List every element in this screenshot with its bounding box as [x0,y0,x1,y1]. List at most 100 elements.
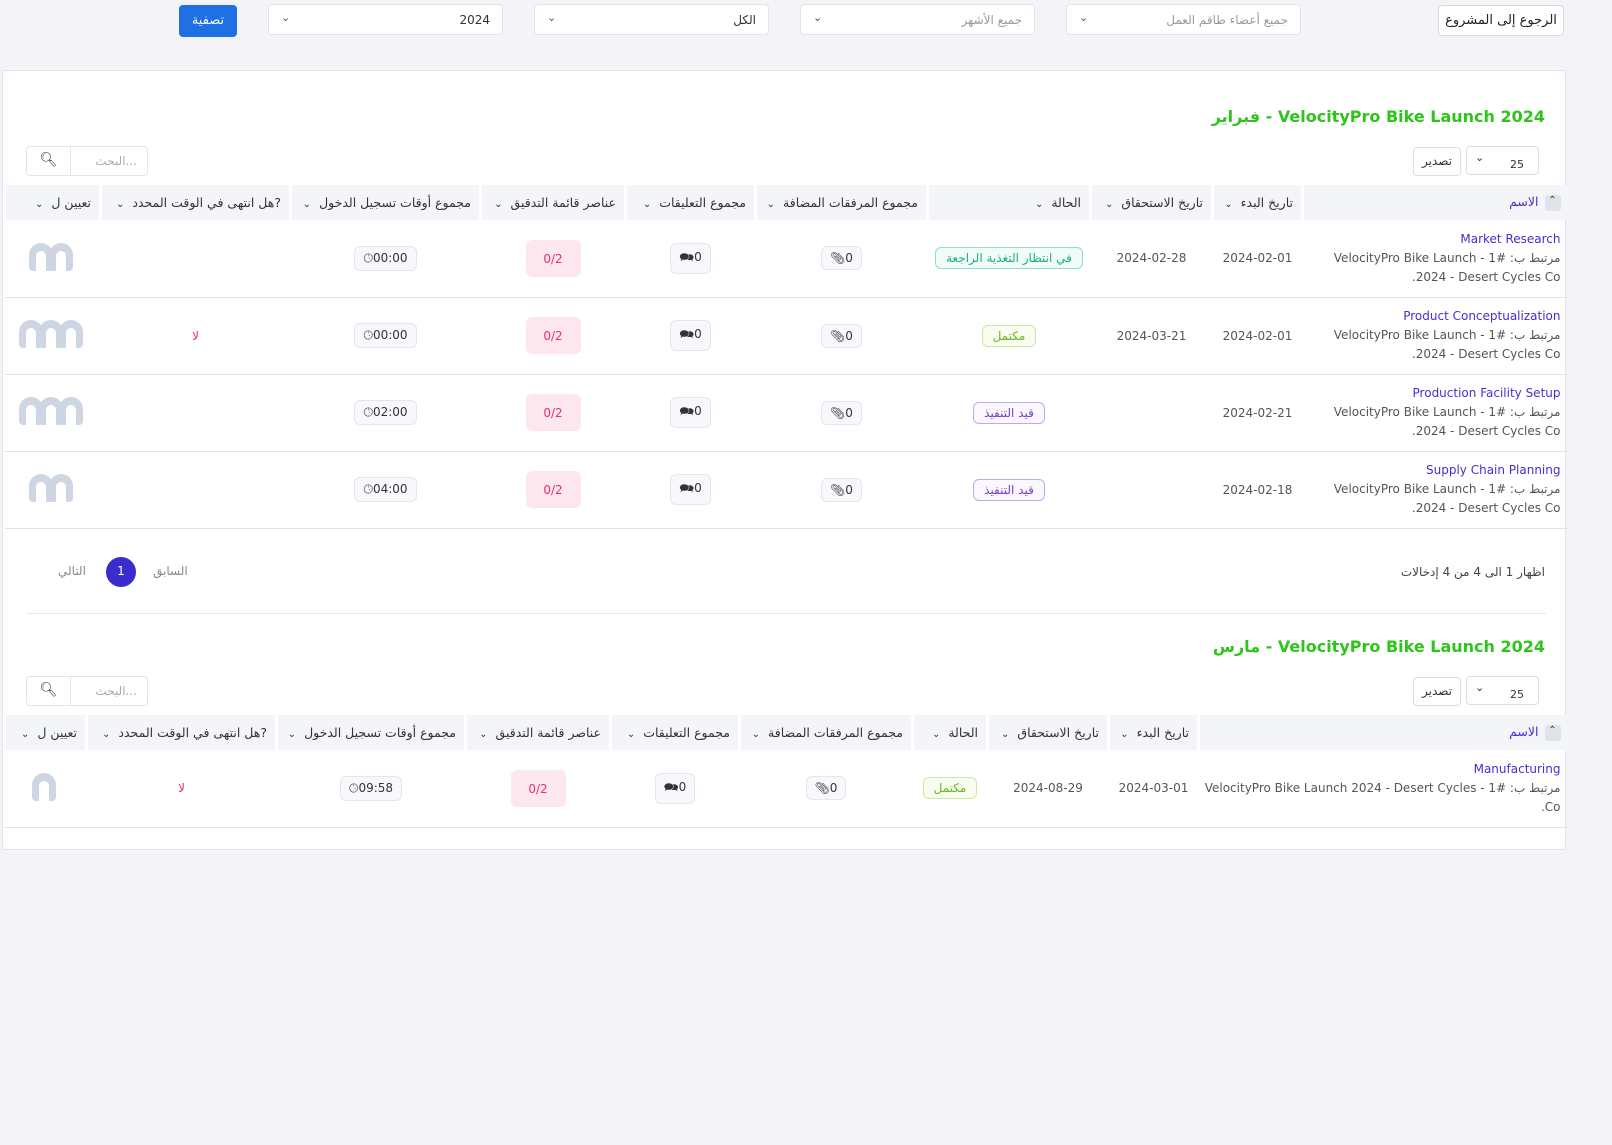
checklist-count: 0/2 [525,394,581,431]
comments-icon: 🗪 [679,249,695,264]
start-date: 2024-03-01 [1108,750,1199,828]
avatar[interactable] [48,242,73,271]
paperclip-icon: 📎︎ [830,405,846,420]
export-button[interactable]: تصدير [1413,677,1461,706]
status-select[interactable]: الكل ⌄ [534,4,769,35]
paperclip-icon: 📎︎ [830,251,846,266]
column-header-due-date[interactable]: تاريخ الاستحقاق ⌄ [1089,185,1213,220]
column-header-label: عناصر قائمة التدقيق [510,195,616,210]
avatar[interactable] [31,772,56,801]
column-header-label: ?هل انتهى في الوقت المحدد [118,725,267,740]
prev-page-button[interactable]: السابق [153,564,188,578]
task-name-link[interactable]: Market Research [1460,231,1561,246]
search-input[interactable]: البحث... [95,684,137,698]
status-cell: في انتظار التغذية الراجعة [927,220,1091,298]
current-page-button[interactable]: 1 [106,557,136,587]
task-name-cell: Production Facility Setup مرتبط ب: #1 - V… [1302,374,1569,452]
table-row: Market Research مرتبط ب: #1 - VelocityPro… [4,220,1569,298]
table-row: Manufacturing مرتبط ب: #1 - VelocityPro B… [4,750,1569,828]
on-time-value: لا [178,781,185,796]
avatar[interactable] [38,397,63,425]
column-header-comments[interactable]: مجموع التعليقات ⌄ [609,715,740,750]
chevron-down-icon: ⌄ [1034,199,1044,210]
column-header-label: الحالة [948,725,978,740]
column-header-attachments[interactable]: مجموع المرفقات المضافة ⌄ [754,185,928,220]
column-header-checklist[interactable]: عناصر قائمة التدقيق ⌄ [479,185,626,220]
month-section: VelocityPro Bike Launch 2024 - فبراير 🔍︎ ا… [3,107,1569,615]
on-time-value: لا [192,328,199,343]
attachments-count: 0📎︎ [805,776,847,801]
task-name-cell: Supply Chain Planning مرتبط ب: #1 - Veloc… [1302,451,1569,529]
column-header-status[interactable]: الحالة ⌄ [911,715,988,750]
task-name-link[interactable]: Supply Chain Planning [1426,463,1561,477]
task-name-link[interactable]: Production Facility Setup [1412,386,1561,400]
column-header-assigned-to[interactable]: تعيين ل ⌄ [3,185,101,220]
time-logged: 04:00🕓︎ [354,477,417,502]
status-badge: في انتظار التغذية الراجعة [935,247,1083,270]
column-header-attachments[interactable]: مجموع المرفقات المضافة ⌄ [738,715,913,750]
column-header-time-logged[interactable]: مجموع أوقات تسجيل الدخول ⌄ [289,185,481,220]
assignees-cell [4,297,101,375]
column-header-checklist[interactable]: عناصر قائمة التدقيق ⌄ [464,715,611,750]
filter-button[interactable]: تصفية [179,5,237,37]
chevron-down-icon: ⌄ [626,729,636,740]
avatar[interactable] [18,320,43,348]
section-divider [26,613,1546,614]
back-to-project-button[interactable]: الرجوع إلى المشروع [1438,5,1564,36]
year-select[interactable]: 2024 ⌄ [268,4,503,35]
on-time-cell [100,451,291,529]
comments-count: 0🗪 [670,320,711,351]
column-header-start-date[interactable]: تاريخ البدء ⌄ [1107,715,1199,750]
search-input[interactable]: البحث... [95,154,137,168]
search-icon[interactable]: 🔍︎ [27,147,71,175]
section-title: VelocityPro Bike Launch 2024 - فبراير [1211,107,1545,126]
column-header-on-time[interactable]: ?هل انتهى في الوقت المحدد ⌄ [85,715,277,750]
avatar[interactable] [18,397,43,425]
search-box[interactable]: 🔍︎ البحث... [26,676,148,706]
column-header-comments[interactable]: مجموع التعليقات ⌄ [624,185,756,220]
column-header-due-date[interactable]: تاريخ الاستحقاق ⌄ [986,715,1109,750]
search-box[interactable]: 🔍︎ البحث... [26,146,148,176]
clock-icon: 🕓︎ [363,250,373,265]
sort-icon[interactable]: ⌃ [1544,194,1561,211]
column-header-assigned-to[interactable]: تعيين ل ⌄ [3,715,87,750]
task-name-link[interactable]: Manufacturing [1473,761,1561,776]
months-select[interactable]: جميع الأشهر ⌄ [800,4,1035,35]
per-page-select[interactable]: 25 ⌄ [1466,146,1539,175]
time-cell: 00:00🕓︎ [290,297,481,375]
column-header-status[interactable]: الحالة ⌄ [926,185,1091,220]
checklist-count: 0/2 [525,239,581,277]
next-page-button[interactable]: التالي [58,564,86,578]
tasks-table: ⌃الاسم تاريخ البدء⌄ تاريخ الاستحقاق⌄ الحالة… [3,185,1569,529]
per-page-select[interactable]: 25 ⌄ [1466,676,1539,705]
on-time-cell: لا [100,297,291,375]
chevron-down-icon: ⌄ [281,11,291,24]
time-logged: 00:00🕓︎ [354,323,417,348]
column-header-name[interactable]: ⌃ الاسم [1301,185,1569,220]
sort-icon[interactable]: ⌃ [1544,724,1561,741]
search-icon[interactable]: 🔍︎ [27,677,71,705]
checklist-cell: 0/2 [480,220,626,298]
status-badge: قيد التنفيذ [973,478,1045,501]
avatar[interactable] [28,242,53,271]
column-header-start-date[interactable]: تاريخ البدء ⌄ [1211,185,1303,220]
table-row: Production Facility Setup مرتبط ب: #1 - V… [4,374,1569,452]
export-button[interactable]: تصدير [1413,147,1461,176]
avatar[interactable] [38,320,63,348]
members-select[interactable]: جميع أعضاء طاقم العمل ⌄ [1066,4,1301,35]
avatar[interactable] [58,397,83,425]
assignees-cell [4,750,87,828]
chevron-down-icon: ⌄ [1120,729,1129,740]
task-name-link[interactable]: Product Conceptualization [1403,309,1561,323]
comments-cell: 0🗪 [625,374,756,452]
column-header-name[interactable]: ⌃ الاسم [1197,715,1569,750]
chevron-down-icon: ⌄ [547,11,557,24]
chevron-down-icon: ⌄ [479,729,488,740]
column-header-time-logged[interactable]: مجموع أوقات تسجيل الدخول ⌄ [275,715,466,750]
avatar[interactable] [48,474,73,502]
time-value: 00:00 [372,328,408,342]
per-page-value: 25 [1510,688,1524,701]
avatar[interactable] [58,320,83,348]
column-header-on-time[interactable]: ?هل انتهى في الوقت المحدد ⌄ [99,185,291,220]
avatar[interactable] [28,474,53,502]
